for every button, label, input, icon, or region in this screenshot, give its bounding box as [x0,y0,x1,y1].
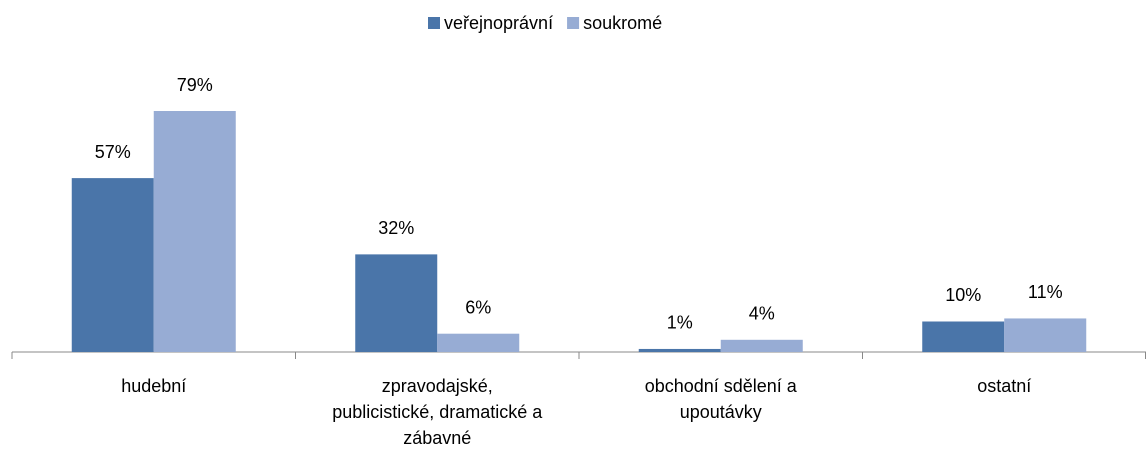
x-tick-label: obchodní sdělení a upoutávky [644,376,797,422]
bar [71,178,154,352]
data-label: 6% [465,297,491,317]
x-tick-label: ostatní [977,376,1032,396]
data-label: 11% [1028,282,1063,302]
bar [355,254,438,352]
legend-swatch [428,17,440,29]
bar [922,321,1005,352]
bar [437,333,520,352]
data-label: 57% [95,142,131,162]
data-label: 32% [378,218,414,238]
x-tick-label: zpravodajské, publicistické, dramatické … [332,376,543,448]
bar [153,111,236,352]
x-tick-label: hudební [121,376,187,396]
bar [1004,318,1087,352]
legend-label: soukromé [583,13,662,33]
data-label: 10% [945,285,981,305]
legend-swatch [567,17,580,29]
data-label: 1% [667,313,693,333]
data-label: 4% [749,304,775,324]
legend-label: veřejnoprávní [444,13,553,33]
data-label: 79% [177,75,213,95]
bar [638,348,721,352]
bar [720,339,803,352]
